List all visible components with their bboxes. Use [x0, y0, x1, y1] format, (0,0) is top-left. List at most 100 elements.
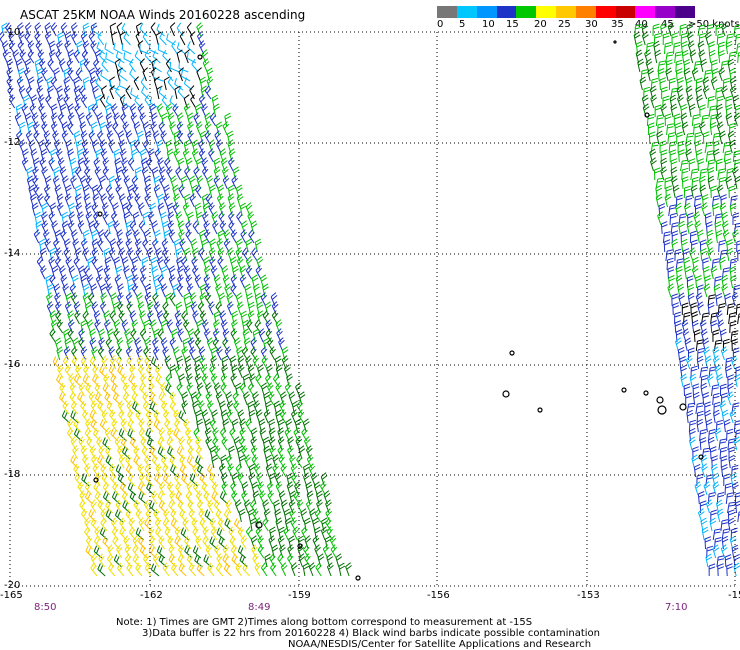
wind-barb-west — [287, 553, 294, 568]
latitude-tick-3: -18 — [4, 469, 21, 480]
wind-barb-west — [201, 238, 209, 253]
wind-barb-west — [292, 526, 300, 541]
wind-barb-west — [118, 247, 126, 262]
wind-barb-west — [194, 373, 202, 388]
wind-barb-west — [250, 445, 258, 460]
wind-barb-west — [70, 175, 77, 190]
wind-barb-west — [64, 40, 71, 55]
wind-barb-east — [654, 49, 662, 64]
wind-barb-west — [96, 112, 104, 127]
wind-barb-west — [160, 211, 167, 226]
scale-swatch-4 — [516, 6, 537, 18]
wind-barb-west — [142, 31, 150, 46]
scale-swatch-12 — [675, 6, 695, 18]
wind-barb-east — [702, 131, 710, 145]
wind-barb-west — [211, 211, 219, 226]
wind-barb-east — [737, 52, 740, 64]
wind-barb-east — [704, 401, 711, 415]
wind-barb-west — [219, 491, 229, 505]
wind-barb-west — [49, 328, 56, 343]
wind-barb-east — [633, 31, 641, 46]
wind-barb-west — [238, 508, 246, 523]
wind-barb-east — [716, 555, 725, 568]
wind-barb-west — [167, 211, 175, 226]
wind-barb-west — [207, 562, 215, 577]
wind-barb-west — [168, 274, 176, 289]
wind-barb-west — [192, 220, 200, 235]
wind-barb-west — [225, 454, 233, 469]
wind-barb-west — [85, 112, 93, 127]
wind-barb-west — [117, 365, 126, 379]
wind-barb-west — [247, 400, 255, 415]
wind-barb-west — [132, 184, 139, 199]
wind-barb-west — [129, 437, 138, 451]
wind-barb-west — [269, 346, 276, 361]
wind-barb-west — [61, 121, 69, 136]
wind-barb-west — [320, 526, 328, 541]
wind-barb-west — [91, 139, 99, 154]
wind-barb-east — [668, 141, 677, 154]
note-line-2: 3)Data buffer is 22 hrs from 20160228 4)… — [142, 628, 600, 639]
wind-barb-west — [187, 121, 194, 136]
wind-barb-west — [51, 265, 59, 280]
wind-barb-west — [184, 49, 190, 64]
wind-barb-west — [220, 382, 228, 397]
wind-barb-west — [56, 346, 64, 361]
wind-barb-west — [146, 364, 154, 379]
wind-barb-west — [44, 139, 51, 154]
wind-barb-west — [209, 184, 216, 199]
wind-barb-west — [330, 544, 338, 559]
wind-barb-west — [184, 535, 192, 550]
wind-barb-west — [209, 256, 216, 271]
wind-barb-west — [246, 292, 253, 307]
wind-barb-west — [241, 481, 249, 496]
latitude-tick-4: -20 — [4, 580, 21, 591]
wind-barb-west — [91, 238, 99, 253]
wind-barb-west — [43, 184, 51, 199]
scale-label-5: 25 — [558, 19, 571, 30]
wind-barb-west — [95, 76, 103, 91]
wind-barb-west — [211, 481, 219, 496]
wind-barb-west — [248, 472, 256, 487]
island-outline — [656, 396, 664, 404]
wind-barb-east — [726, 303, 735, 316]
wind-barb-east — [722, 338, 730, 352]
wind-barb-east — [702, 266, 710, 280]
wind-barb-swaths — [0, 22, 740, 577]
wind-barb-west — [191, 517, 199, 532]
wind-barb-east — [650, 94, 658, 109]
wind-barb-west — [148, 526, 155, 541]
wind-barb-west — [212, 328, 220, 343]
wind-barb-west — [83, 58, 90, 73]
wind-barb-west — [106, 553, 114, 568]
wind-barb-west — [78, 265, 85, 280]
wind-barb-east — [696, 355, 704, 370]
wind-barb-west — [236, 301, 244, 316]
wind-barb-west — [27, 40, 35, 55]
wind-barb-east — [703, 283, 711, 298]
wind-barb-west — [233, 436, 241, 451]
wind-barb-west — [278, 337, 285, 352]
wind-barb-west — [117, 445, 124, 460]
wind-barb-east — [723, 418, 731, 433]
wind-barb-west — [178, 229, 185, 244]
wind-barb-west — [37, 94, 45, 109]
wind-barb-west — [198, 247, 205, 262]
wind-barb-west — [145, 409, 153, 424]
wind-barb-west — [312, 517, 319, 532]
wind-barb-west — [300, 508, 308, 523]
wind-barb-west — [123, 211, 131, 226]
wind-barb-east — [691, 239, 698, 253]
wind-barb-west — [132, 401, 141, 415]
wind-barb-west — [116, 238, 124, 253]
wind-barb-west — [264, 553, 272, 568]
wind-barb-west — [255, 526, 263, 541]
wind-barb-east — [654, 104, 662, 118]
wind-barb-west — [50, 319, 58, 334]
wind-barb-west — [146, 247, 154, 262]
wind-barb-west — [187, 328, 195, 343]
wind-barb-east — [707, 95, 715, 109]
wind-barb-west — [247, 211, 255, 226]
wind-barb-west — [15, 103, 23, 118]
wind-barb-west — [62, 400, 70, 415]
